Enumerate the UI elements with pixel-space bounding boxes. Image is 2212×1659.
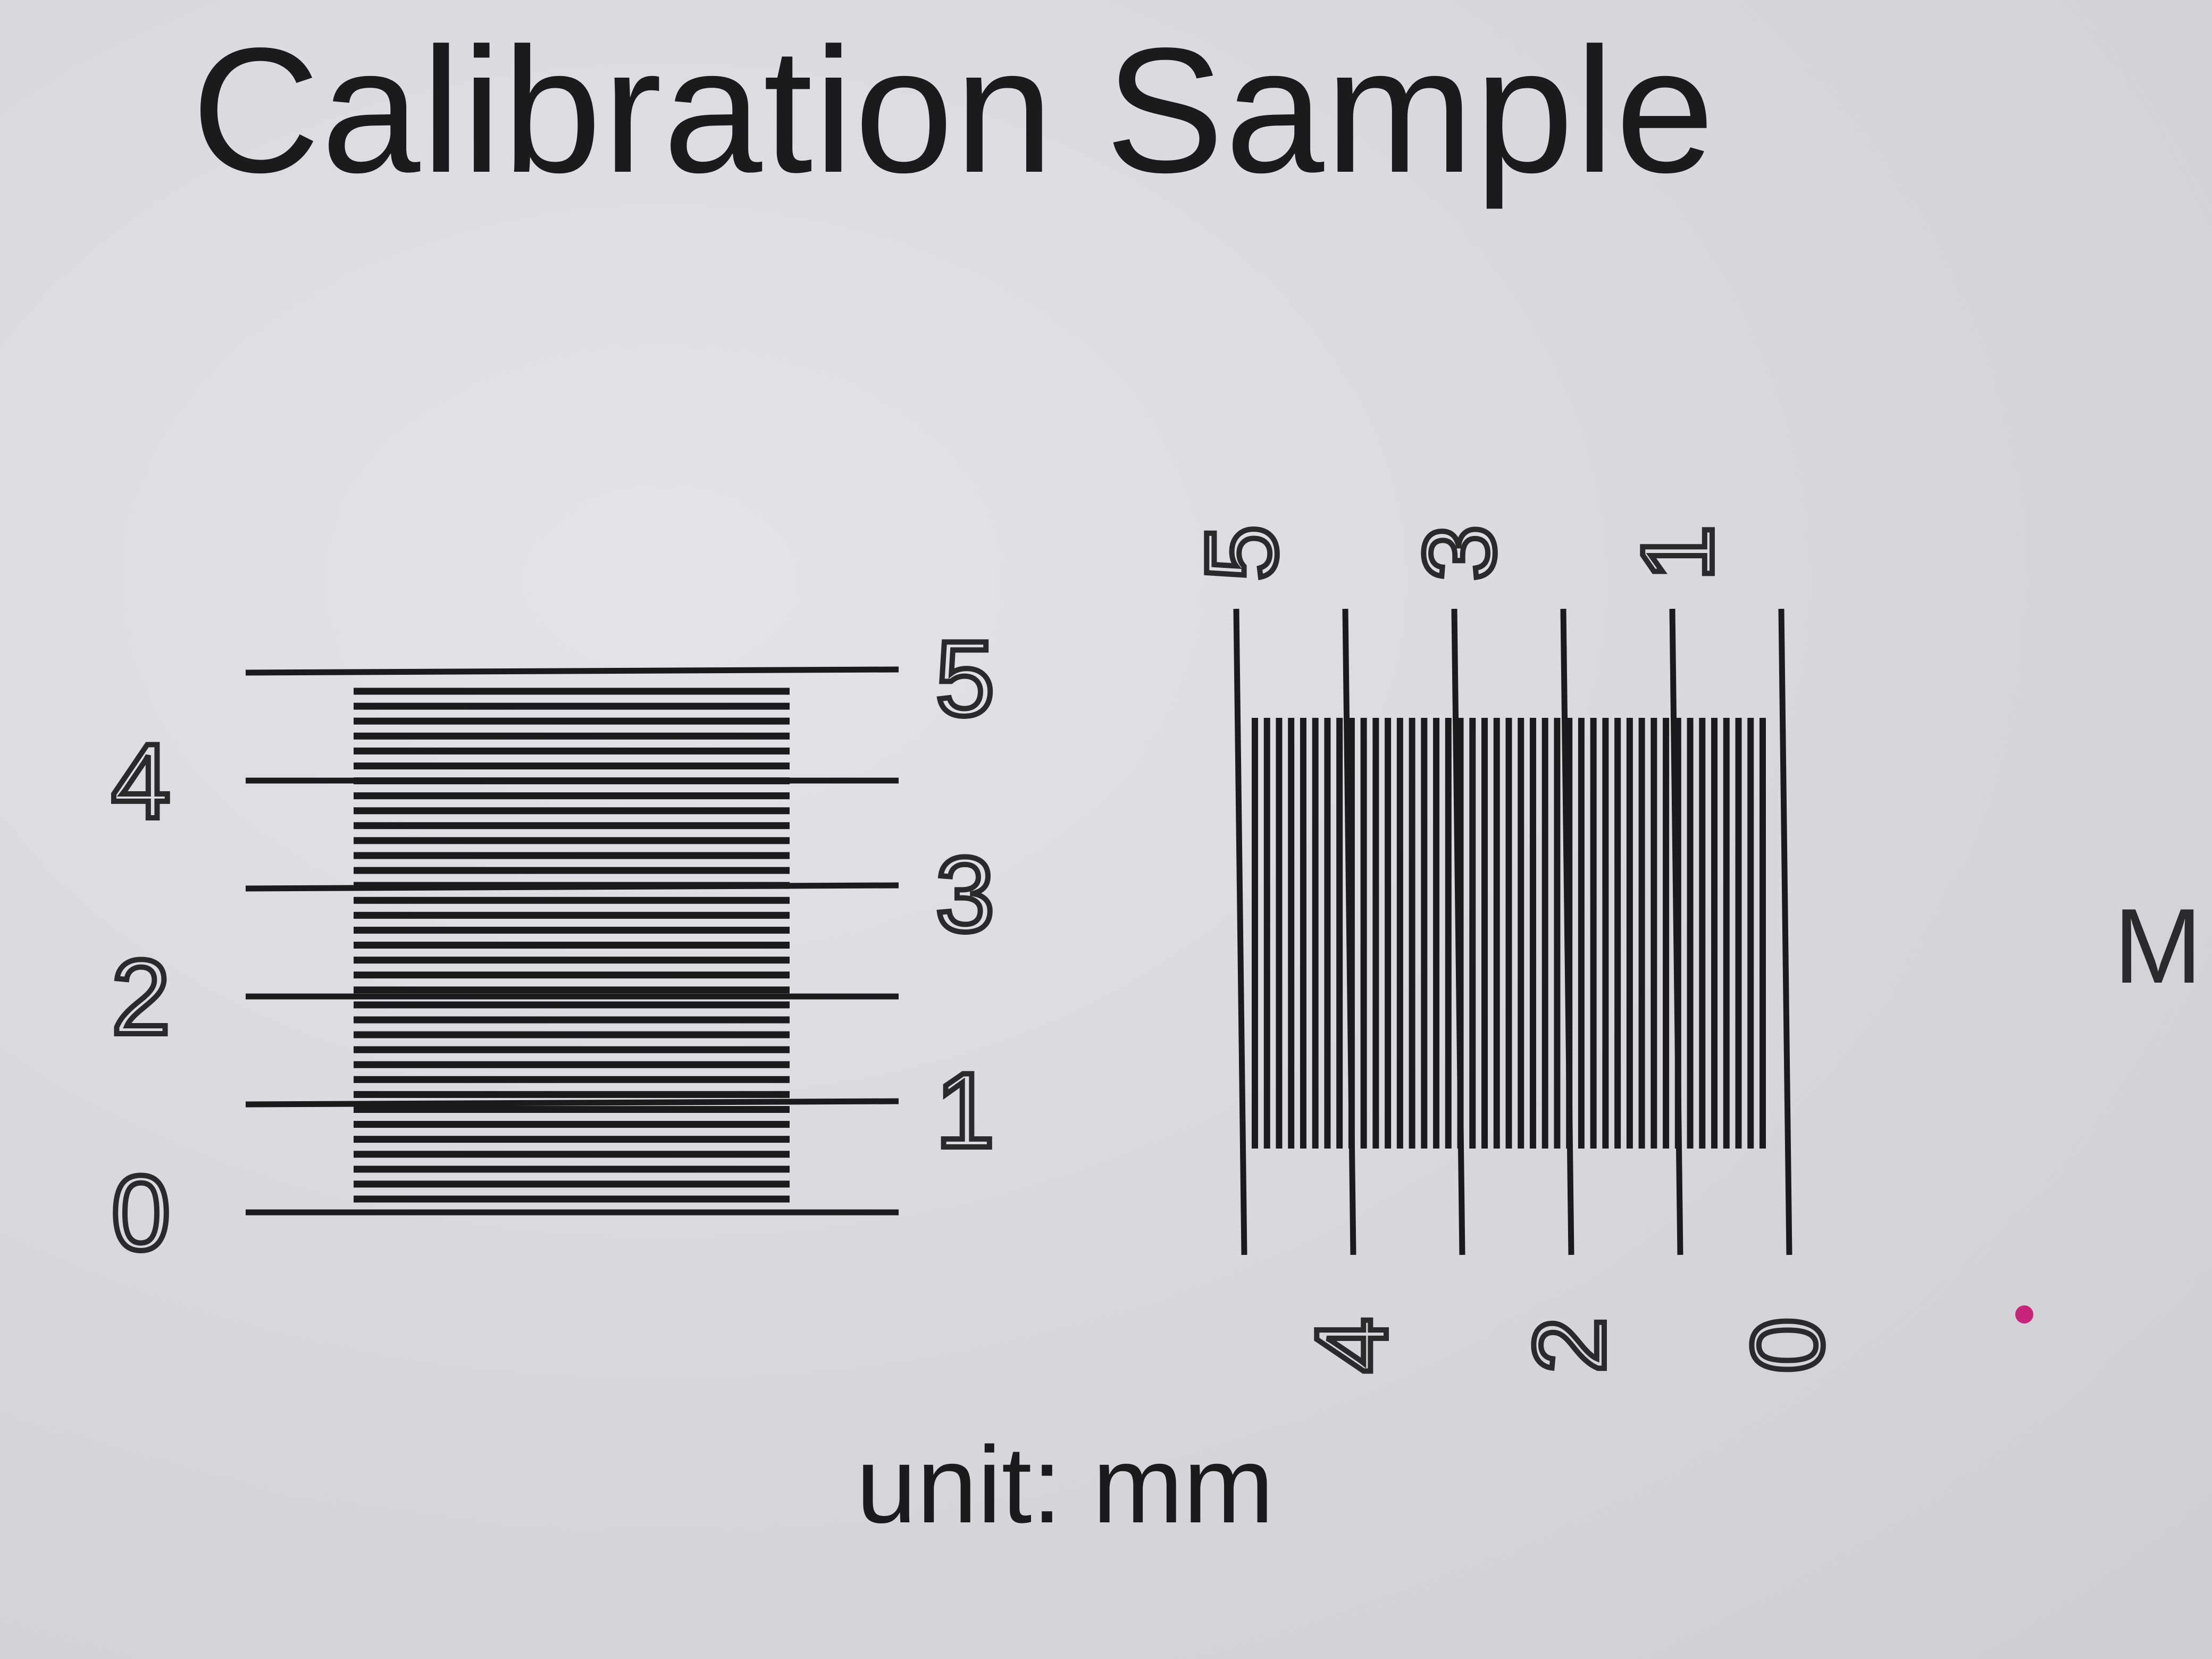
vertical-line-scale: 5 3 1 4 2 0 [1183,522,1847,1376]
cropped-side-letter: M [2114,887,2202,1006]
scale-label: 1 [1621,525,1734,581]
scale-label: 0 [111,1154,170,1272]
scale-label: 2 [111,938,170,1057]
scale-label: 1 [935,1051,994,1170]
horizontal-line-scale: 4 2 0 5 3 1 [108,617,997,1275]
scale-label: 2 [1513,1317,1626,1373]
ink-dot [2015,1305,2033,1323]
scale-label: 4 [1295,1317,1408,1373]
major-tick-line [1233,608,1247,1255]
scale-label: 5 [1185,525,1298,581]
major-tick-line [245,666,899,676]
unit-label: unit: mm [856,1424,1274,1546]
page-title: Calibration Sample [191,11,1716,210]
scale-label: 4 [111,722,170,841]
scale-label: 3 [935,835,994,954]
major-tick-line [245,1098,899,1108]
scale-label: 0 [1731,1317,1844,1373]
scale-label: 5 [935,619,994,738]
major-tick-line [1778,608,1792,1255]
scale-label: 3 [1403,525,1516,581]
